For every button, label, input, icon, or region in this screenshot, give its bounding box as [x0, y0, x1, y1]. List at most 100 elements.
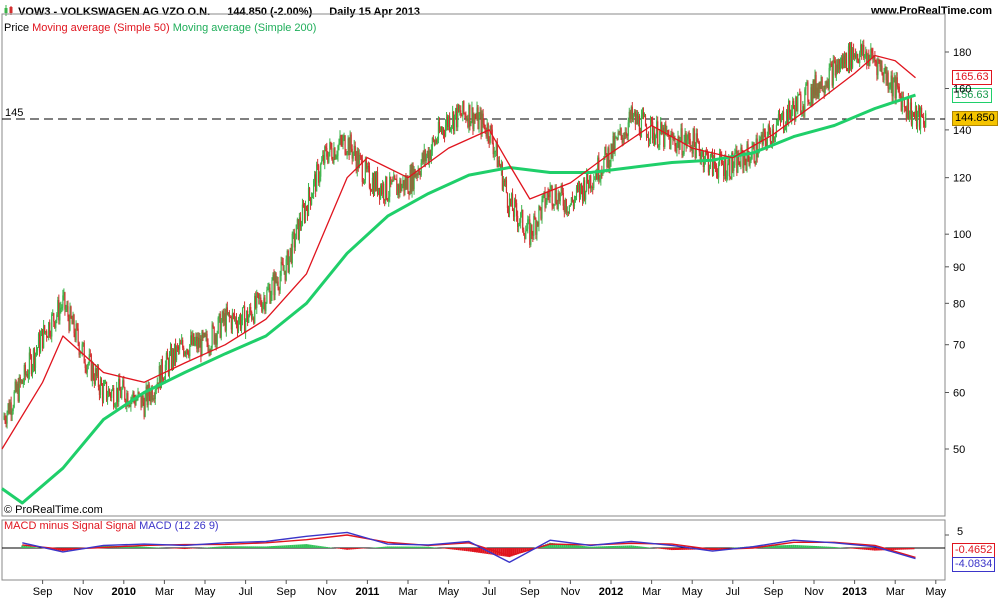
candle-body — [743, 155, 745, 168]
candle-body — [881, 65, 883, 74]
candle-body — [411, 164, 413, 192]
candle-body — [362, 181, 364, 184]
ma200-line — [1, 93, 916, 505]
candle-body — [62, 295, 64, 308]
candle-body — [501, 163, 503, 190]
candle-body — [81, 344, 83, 354]
candle-body — [804, 89, 806, 112]
candle-body — [442, 127, 445, 134]
candle-body — [333, 148, 335, 164]
candle-body — [277, 281, 279, 289]
candle-body — [800, 94, 802, 115]
candle-body — [451, 125, 453, 129]
candle-body — [229, 317, 231, 319]
candle-body — [259, 297, 261, 299]
x-tick-label: Sep — [520, 586, 540, 598]
candle-body — [53, 313, 55, 322]
candle-body — [323, 155, 325, 164]
candle-body — [314, 174, 316, 181]
candle-body — [732, 152, 734, 171]
candle-body — [54, 321, 56, 328]
candle-body — [783, 129, 786, 131]
candle-body — [300, 225, 303, 227]
candle-body — [645, 126, 648, 138]
candle-body — [922, 117, 924, 119]
candle-body — [710, 152, 713, 155]
candle-body — [829, 63, 831, 68]
y-tick-label: 100 — [953, 229, 971, 241]
candle-body — [283, 270, 285, 272]
candle-body — [759, 139, 761, 142]
candle-body — [454, 114, 456, 131]
candle-body — [100, 379, 103, 386]
candle-body — [348, 138, 350, 156]
candle-body — [255, 295, 257, 308]
candle-body — [910, 102, 913, 125]
candle-body — [357, 150, 359, 168]
candle-body — [221, 311, 223, 322]
candle-body — [779, 118, 782, 123]
candle-body — [520, 212, 522, 223]
candle-body — [178, 346, 180, 350]
candle-body — [757, 152, 759, 158]
candle-body — [336, 155, 338, 157]
candle-body — [517, 215, 519, 227]
candle-body — [686, 140, 688, 146]
candle-body — [546, 192, 548, 203]
candle-body — [490, 125, 492, 130]
candle-body — [692, 128, 694, 154]
candle-body — [58, 300, 60, 321]
candle-body — [443, 133, 446, 137]
candle-body — [171, 350, 174, 369]
candle-body — [892, 81, 894, 97]
candle-body — [508, 198, 511, 214]
candle-body — [774, 135, 777, 137]
candle-body — [551, 186, 553, 206]
candle-body — [75, 323, 77, 341]
candle-body — [242, 306, 245, 308]
candle-body — [815, 75, 817, 96]
candle-body — [389, 176, 391, 197]
candle-body — [245, 320, 247, 334]
candle-body — [288, 256, 290, 273]
candle-body — [464, 113, 466, 115]
candle-body — [379, 185, 382, 199]
candle-body — [723, 165, 725, 176]
candle-body — [410, 169, 412, 192]
candle-body — [850, 42, 853, 68]
candle-body — [700, 154, 702, 161]
candle-body — [275, 273, 277, 283]
candle-body — [717, 164, 720, 178]
candle-body — [37, 333, 40, 348]
candle-body — [837, 59, 839, 73]
candle-body — [123, 380, 125, 388]
candle-body — [860, 44, 862, 53]
candle-body — [701, 151, 703, 155]
candle-body — [189, 344, 191, 357]
candle-body — [782, 111, 785, 130]
candle-body — [344, 135, 346, 155]
candle-body — [888, 87, 890, 89]
candle-body — [816, 87, 818, 96]
candle-body — [773, 136, 776, 140]
candle-body — [847, 46, 850, 71]
candle-body — [113, 388, 115, 407]
candle-body — [453, 111, 455, 131]
candle-body — [206, 333, 208, 343]
candle-body — [512, 210, 515, 217]
candle-body — [502, 180, 505, 190]
candle-body — [398, 184, 400, 193]
candle-body — [904, 107, 906, 109]
candle-body — [186, 349, 188, 355]
candle-body — [609, 162, 611, 170]
candle-body — [605, 146, 607, 154]
candle-body — [754, 161, 756, 165]
candle-body — [494, 151, 496, 153]
candle-body — [474, 117, 476, 119]
candle-body — [574, 196, 577, 200]
candle-body — [576, 187, 579, 189]
candle-body — [217, 317, 219, 334]
candle-body — [567, 211, 569, 214]
candle-body — [397, 184, 399, 196]
